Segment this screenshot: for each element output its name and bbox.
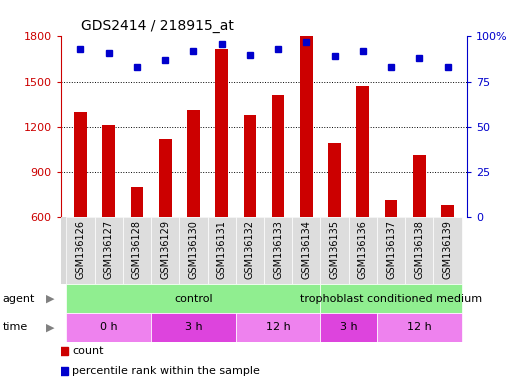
Text: GSM136137: GSM136137 bbox=[386, 220, 396, 279]
Text: GSM136129: GSM136129 bbox=[160, 220, 170, 279]
Bar bbox=[130, 187, 143, 217]
Text: GSM136136: GSM136136 bbox=[358, 220, 368, 279]
Bar bbox=[67, 313, 151, 342]
Text: GSM136127: GSM136127 bbox=[103, 220, 114, 280]
Text: ▶: ▶ bbox=[46, 322, 54, 333]
Text: GDS2414 / 218915_at: GDS2414 / 218915_at bbox=[81, 19, 234, 33]
Bar bbox=[356, 86, 369, 217]
Text: GSM136131: GSM136131 bbox=[216, 220, 227, 279]
Text: percentile rank within the sample: percentile rank within the sample bbox=[72, 366, 260, 376]
Text: agent: agent bbox=[3, 293, 35, 304]
Text: trophoblast conditioned medium: trophoblast conditioned medium bbox=[300, 293, 482, 304]
Text: control: control bbox=[174, 293, 213, 304]
Text: GSM136138: GSM136138 bbox=[414, 220, 425, 279]
Text: GSM136126: GSM136126 bbox=[76, 220, 86, 279]
Bar bbox=[187, 110, 200, 217]
Text: count: count bbox=[72, 346, 103, 356]
Text: time: time bbox=[3, 322, 28, 333]
Text: GSM136133: GSM136133 bbox=[273, 220, 283, 279]
Bar bbox=[215, 48, 228, 217]
Text: 3 h: 3 h bbox=[340, 322, 357, 333]
Bar bbox=[151, 313, 236, 342]
Text: GSM136139: GSM136139 bbox=[442, 220, 452, 279]
Bar bbox=[413, 155, 426, 217]
Bar bbox=[300, 36, 313, 217]
Bar bbox=[208, 217, 236, 284]
Bar bbox=[320, 313, 377, 342]
Text: GSM136135: GSM136135 bbox=[329, 220, 340, 279]
Text: ▶: ▶ bbox=[46, 293, 54, 304]
Bar bbox=[292, 217, 320, 284]
Text: GSM136130: GSM136130 bbox=[188, 220, 199, 279]
Bar bbox=[74, 112, 87, 217]
Text: GSM136128: GSM136128 bbox=[132, 220, 142, 279]
Bar bbox=[102, 125, 115, 217]
Text: 3 h: 3 h bbox=[185, 322, 202, 333]
Bar bbox=[385, 200, 398, 217]
Text: 0 h: 0 h bbox=[100, 322, 118, 333]
Bar bbox=[123, 217, 151, 284]
Text: 12 h: 12 h bbox=[407, 322, 432, 333]
Bar bbox=[320, 284, 461, 313]
Text: 12 h: 12 h bbox=[266, 322, 290, 333]
Bar bbox=[264, 217, 292, 284]
Bar bbox=[67, 217, 95, 284]
Text: GSM136134: GSM136134 bbox=[301, 220, 312, 279]
Bar bbox=[272, 95, 285, 217]
Bar bbox=[377, 217, 405, 284]
Bar bbox=[67, 284, 320, 313]
Bar bbox=[377, 313, 461, 342]
Bar bbox=[441, 205, 454, 217]
Bar bbox=[236, 313, 320, 342]
Bar bbox=[151, 217, 180, 284]
Bar bbox=[328, 143, 341, 217]
Bar bbox=[95, 217, 123, 284]
Bar bbox=[405, 217, 433, 284]
Bar bbox=[320, 217, 348, 284]
Bar bbox=[243, 115, 256, 217]
Bar bbox=[348, 217, 377, 284]
Bar bbox=[159, 139, 172, 217]
Bar bbox=[180, 217, 208, 284]
Bar bbox=[433, 217, 461, 284]
Bar bbox=[236, 217, 264, 284]
Text: GSM136132: GSM136132 bbox=[245, 220, 255, 279]
